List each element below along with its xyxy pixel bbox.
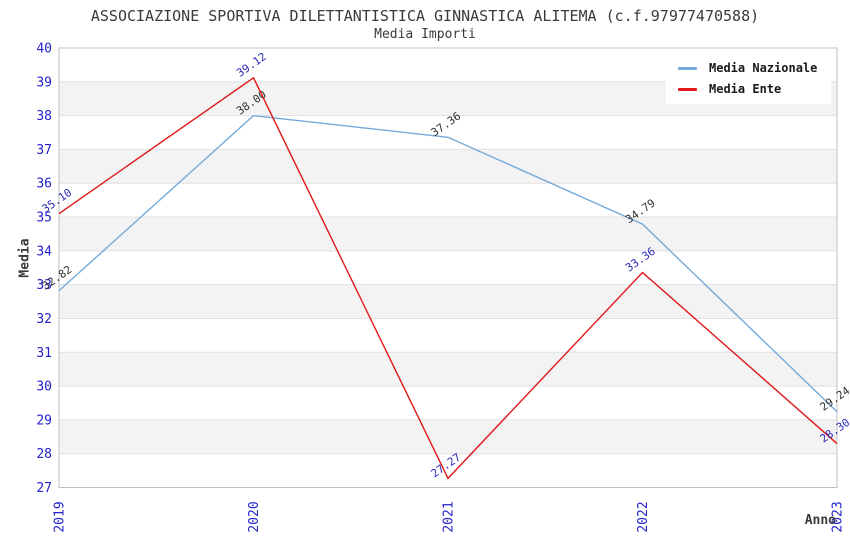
plot-band: [59, 352, 837, 387]
x-tick-label: 2023: [831, 501, 846, 532]
y-tick-label: 35: [36, 211, 52, 226]
media-ente-line-swatch-icon: [678, 87, 697, 91]
y-tick-label: 32: [36, 312, 52, 327]
y-axis-title: Media: [17, 238, 33, 278]
y-tick-label: 31: [36, 346, 52, 361]
y-tick-label: 33: [36, 278, 52, 293]
y-tick-label: 40: [36, 42, 52, 57]
point-label: 27.27: [429, 451, 464, 481]
media-nazionale-line-swatch-icon: [678, 66, 697, 70]
y-tick-label: 37: [36, 143, 52, 158]
series-line-media-ente: [58, 76, 838, 480]
x-tick-label: 2022: [636, 501, 651, 532]
legend-label: Media Nazionale: [709, 61, 818, 75]
x-axis-title: Anno: [804, 513, 836, 528]
y-tick-label: 39: [36, 75, 52, 90]
y-tick-label: 29: [36, 413, 52, 428]
y-tick-label: 30: [36, 380, 52, 395]
plot-border: [58, 47, 838, 488]
x-tick-label: 2020: [247, 501, 262, 532]
y-tick-label: 36: [36, 177, 52, 192]
plot-band: [59, 419, 837, 454]
y-tick-label: 28: [36, 447, 52, 462]
point-label: 39.12: [234, 50, 269, 80]
y-tick-label: 27: [36, 481, 52, 496]
legend-label: Media Ente: [709, 82, 782, 96]
plot-band: [59, 217, 837, 251]
chart-title: ASSOCIAZIONE SPORTIVA DILETTANTISTICA GI…: [90, 7, 760, 25]
chart-subtitle: Media Importi: [374, 27, 476, 42]
plot-band: [59, 149, 837, 184]
x-tick-label: 2019: [53, 501, 68, 532]
x-tick-label: 2021: [442, 501, 457, 532]
chart-legend: Media Nazionale Media Ente: [666, 55, 832, 104]
series-line-media-nazionale: [58, 114, 838, 413]
plot-band: [59, 284, 837, 319]
legend-item-media-ente: Media Ente: [678, 82, 817, 96]
legend-item-media-nazionale: Media Nazionale: [678, 61, 817, 75]
y-tick-label: 38: [36, 109, 52, 124]
y-tick-label: 34: [36, 244, 52, 259]
